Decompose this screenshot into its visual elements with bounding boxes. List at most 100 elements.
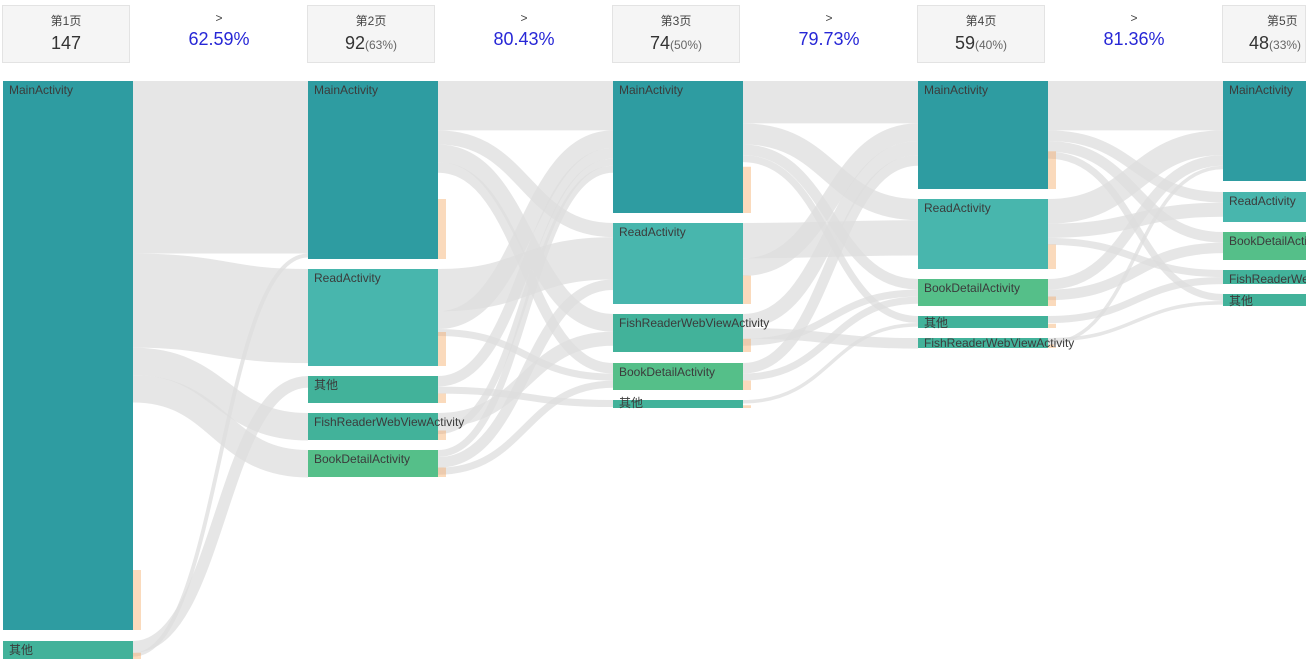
step-header-4[interactable]: 第4页 59(40%) bbox=[917, 5, 1045, 63]
page-node[interactable] bbox=[918, 81, 1048, 189]
step-percent: (33%) bbox=[1269, 38, 1302, 52]
flow-link[interactable] bbox=[437, 380, 614, 475]
step-header-3[interactable]: 第3页 74(50%) bbox=[612, 5, 740, 63]
flow-link[interactable] bbox=[742, 140, 919, 329]
step-header-5[interactable]: 第5页 48(33%) bbox=[1222, 5, 1306, 63]
node-label: 其他 bbox=[619, 396, 643, 410]
node-label: MainActivity bbox=[619, 83, 683, 97]
conversion-rate-2: > 80.43% bbox=[469, 5, 579, 50]
arrow-icon: > bbox=[825, 11, 833, 25]
flow-link[interactable] bbox=[742, 123, 919, 221]
node-label: MainActivity bbox=[314, 83, 378, 97]
node-label: BookDetailActivity bbox=[1229, 234, 1306, 248]
conversion-rate-3: > 79.73% bbox=[774, 5, 884, 50]
flow-link[interactable] bbox=[132, 375, 309, 478]
flow-link[interactable] bbox=[132, 347, 309, 441]
flow-link[interactable] bbox=[132, 253, 309, 657]
step-count: 92(63%) bbox=[344, 33, 398, 53]
page-node[interactable] bbox=[3, 641, 133, 659]
conversion-rate-1: > 62.59% bbox=[164, 5, 274, 50]
arrow-icon: > bbox=[215, 11, 223, 25]
node-label: MainActivity bbox=[9, 83, 73, 97]
page-node[interactable] bbox=[1223, 232, 1306, 260]
conversion-rate-value: 81.36% bbox=[1103, 29, 1165, 49]
conversion-rate-4: > 81.36% bbox=[1079, 5, 1189, 50]
conversion-rate-value: 62.59% bbox=[188, 29, 250, 49]
flow-link[interactable] bbox=[1047, 242, 1224, 301]
node-label: FishReaderWebViewActivity bbox=[619, 316, 769, 330]
page-node[interactable] bbox=[613, 81, 743, 213]
flow-link[interactable] bbox=[742, 144, 919, 290]
node-label: ReadActivity bbox=[619, 225, 686, 239]
flow-link[interactable] bbox=[742, 289, 919, 346]
flow-link[interactable] bbox=[437, 130, 614, 329]
step-title: 第3页 bbox=[660, 14, 692, 28]
flow-link[interactable] bbox=[1047, 165, 1224, 346]
step-percent: (50%) bbox=[670, 38, 703, 52]
page-node[interactable] bbox=[3, 81, 133, 630]
page-node[interactable] bbox=[918, 199, 1048, 269]
node-label: BookDetailActivity bbox=[314, 452, 410, 466]
node-label: 其他 bbox=[314, 378, 338, 392]
flow-link[interactable] bbox=[1047, 155, 1224, 290]
page-node[interactable] bbox=[613, 363, 743, 390]
flow-link[interactable] bbox=[437, 328, 614, 381]
node-label: ReadActivity bbox=[1229, 194, 1296, 208]
page-node[interactable] bbox=[308, 413, 438, 440]
node-label: 其他 bbox=[9, 643, 33, 657]
flow-link[interactable] bbox=[742, 296, 919, 381]
node-label: MainActivity bbox=[924, 83, 988, 97]
conversion-rate-value: 79.73% bbox=[798, 29, 860, 49]
flow-link[interactable] bbox=[742, 155, 919, 374]
page-node[interactable] bbox=[308, 450, 438, 477]
step-count: 59(40%) bbox=[954, 33, 1008, 53]
flow-link[interactable] bbox=[437, 130, 614, 238]
step-title: 第5页 bbox=[1267, 14, 1298, 28]
flow-link[interactable] bbox=[437, 165, 614, 458]
page-node[interactable] bbox=[308, 376, 438, 403]
page-node[interactable] bbox=[1223, 81, 1306, 181]
node-label: BookDetailActivity bbox=[619, 365, 715, 379]
flow-link[interactable] bbox=[437, 386, 614, 408]
page-node[interactable] bbox=[308, 81, 438, 259]
page-node[interactable] bbox=[918, 338, 1048, 348]
node-label: MainActivity bbox=[1229, 83, 1293, 97]
flow-link[interactable] bbox=[742, 123, 919, 276]
flow-link[interactable] bbox=[1047, 277, 1224, 324]
conversion-rate-value: 80.43% bbox=[493, 29, 555, 49]
node-label: 其他 bbox=[924, 316, 948, 330]
step-count: 74(50%) bbox=[649, 33, 703, 53]
step-percent: (63%) bbox=[365, 38, 398, 52]
step-title: 第1页 bbox=[50, 14, 82, 28]
page-node[interactable] bbox=[308, 269, 438, 366]
step-count: 48(33%) bbox=[1249, 33, 1302, 53]
node-label: FishReaderWebViewActivity bbox=[314, 415, 464, 429]
page-node[interactable] bbox=[918, 316, 1048, 328]
page-node[interactable] bbox=[918, 279, 1048, 306]
node-label: 其他 bbox=[1229, 294, 1253, 308]
step-header-2[interactable]: 第2页 92(63%) bbox=[307, 5, 435, 63]
page-node[interactable] bbox=[1223, 192, 1306, 222]
flow-link[interactable] bbox=[742, 323, 919, 404]
flow-link[interactable] bbox=[1047, 301, 1224, 342]
node-label: ReadActivity bbox=[314, 271, 381, 285]
flow-link[interactable] bbox=[132, 253, 309, 364]
flow-layer bbox=[132, 80, 1224, 657]
page-node[interactable] bbox=[613, 400, 743, 408]
node-label: ReadActivity bbox=[924, 201, 991, 215]
flow-link[interactable] bbox=[437, 148, 614, 387]
page-node[interactable] bbox=[613, 314, 743, 352]
flow-link[interactable] bbox=[437, 279, 614, 468]
step-title: 第4页 bbox=[965, 14, 997, 28]
step-percent: (40%) bbox=[975, 38, 1008, 52]
node-label: FishReaderWebViewActivity bbox=[924, 336, 1074, 350]
step-count: 147 bbox=[50, 33, 82, 53]
page-node[interactable] bbox=[1223, 294, 1306, 306]
node-layer: MainActivity 其他 MainActivity ReadActivity 其他… bbox=[3, 81, 1306, 659]
flow-link[interactable] bbox=[437, 158, 614, 435]
page-node[interactable] bbox=[1223, 270, 1306, 284]
arrow-icon: > bbox=[1130, 11, 1138, 25]
flow-link[interactable] bbox=[1047, 130, 1224, 224]
step-header-1[interactable]: 第1页 147 bbox=[2, 5, 130, 63]
page-node[interactable] bbox=[613, 223, 743, 304]
